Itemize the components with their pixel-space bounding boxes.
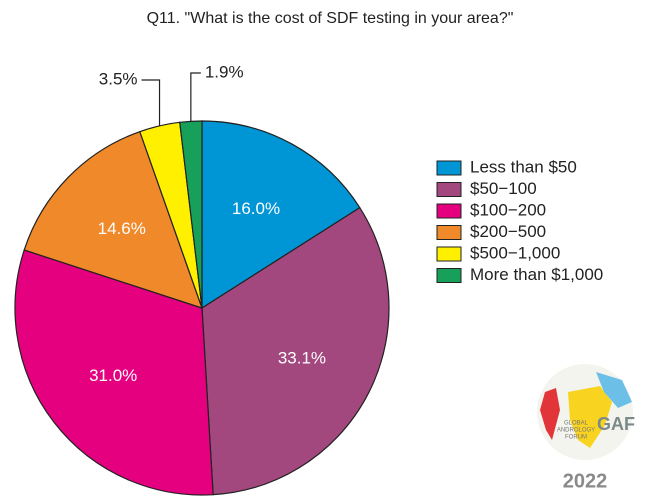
logo: GLOBAL ANDROLOGY FORUM GAF 2022 — [537, 364, 635, 492]
data-label: 31.0% — [89, 366, 137, 385]
legend-label: $100−200 — [470, 200, 546, 219]
data-label: 1.9% — [205, 62, 244, 81]
legend-swatch — [436, 268, 462, 283]
data-label: 33.1% — [278, 349, 326, 368]
leader-line — [190, 72, 201, 122]
logo-text: ANDROLOGY — [557, 428, 595, 434]
pie-slice — [201, 120, 361, 310]
pie-slice — [14, 249, 214, 496]
legend-label: $50−100 — [470, 179, 537, 198]
logo-shape — [596, 372, 632, 408]
legend-label: $500−1,000 — [470, 243, 560, 262]
data-label: 3.5% — [99, 69, 138, 88]
logo-year: 2022 — [563, 470, 608, 492]
logo-shape — [568, 386, 612, 448]
data-label: 14.6% — [98, 219, 146, 238]
leader-line — [141, 79, 161, 126]
logo-mark: GAF — [597, 414, 635, 434]
legend-swatch — [436, 246, 462, 262]
chart-title: Q11. "What is the cost of SDF testing in… — [147, 10, 514, 27]
legend-label: $200−500 — [470, 222, 546, 241]
pie-slice — [201, 206, 390, 496]
logo-text: FORUM — [565, 435, 587, 441]
legend-swatch — [436, 225, 462, 240]
legend-swatch — [436, 203, 462, 219]
legend-swatch — [436, 160, 462, 176]
legend-label: More than $1,000 — [470, 265, 603, 284]
data-label: 16.0% — [232, 199, 280, 218]
legend-swatch — [436, 182, 462, 197]
pie-slice — [23, 130, 203, 309]
legend-label: Less than $50 — [470, 157, 577, 176]
logo-shape — [540, 388, 560, 440]
logo-text: GLOBAL — [564, 421, 589, 427]
